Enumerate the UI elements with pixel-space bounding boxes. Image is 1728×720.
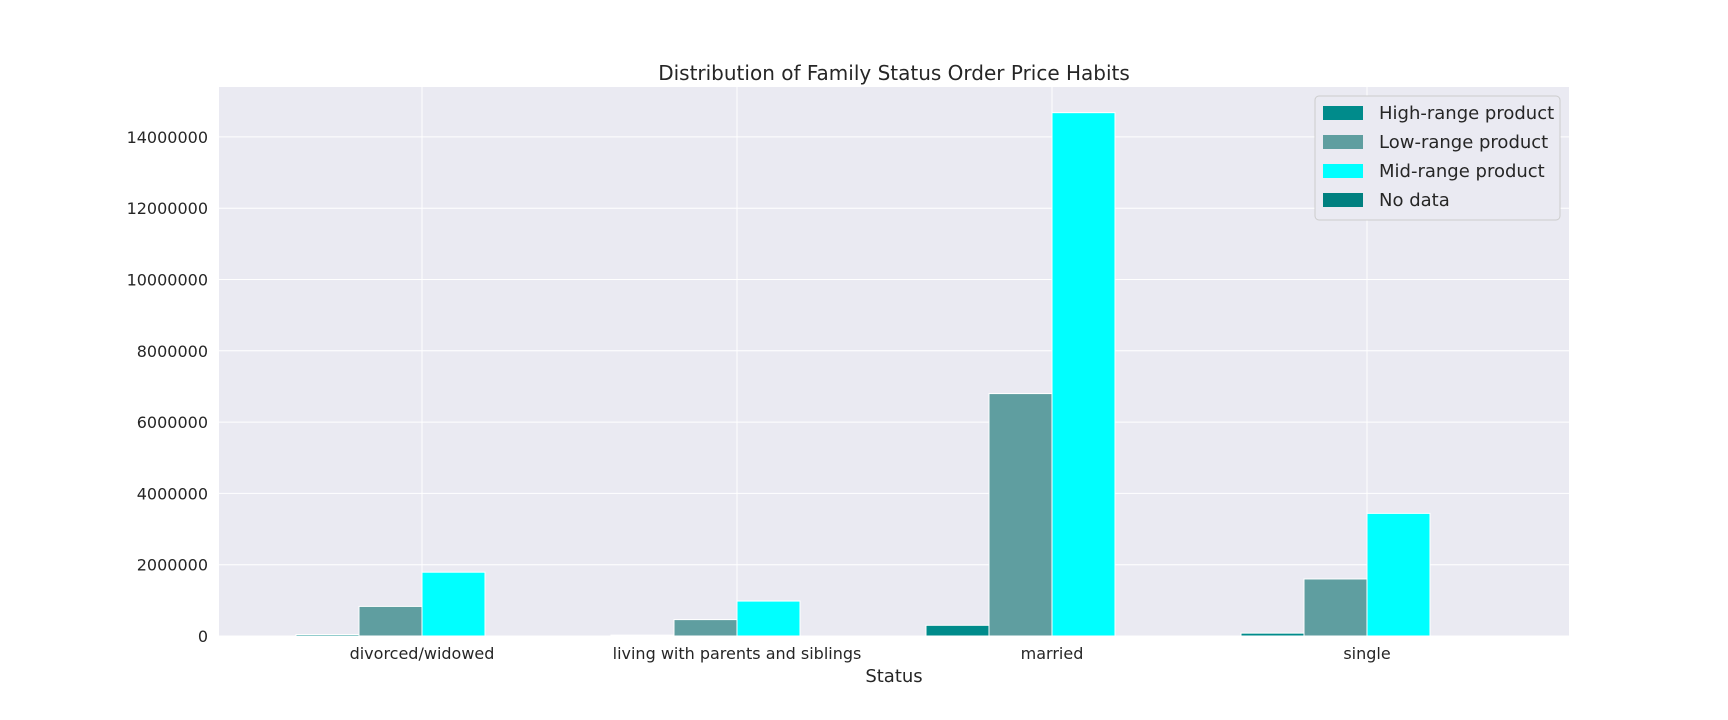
y-tick-label: 6000000 xyxy=(137,413,208,432)
bar xyxy=(736,600,801,637)
legend-swatch xyxy=(1323,193,1363,207)
bar xyxy=(1303,578,1368,637)
y-tick-label: 0 xyxy=(198,627,208,646)
bar xyxy=(1240,632,1305,637)
bar xyxy=(673,619,738,637)
x-tick-label: divorced/widowed xyxy=(350,644,495,663)
legend-item: Mid-range product xyxy=(1323,161,1545,182)
legend-swatch xyxy=(1323,135,1363,149)
legend-box xyxy=(1314,95,1561,221)
legend-swatch xyxy=(1323,164,1363,178)
legend-label: No data xyxy=(1379,190,1450,211)
y-tick-label: 8000000 xyxy=(137,342,208,361)
x-tick-label: married xyxy=(1021,644,1084,663)
y-tick-label: 4000000 xyxy=(137,484,208,503)
x-tick-label: single xyxy=(1343,644,1390,663)
legend-item: Low-range product xyxy=(1323,132,1548,153)
y-tick-label: 2000000 xyxy=(137,556,208,575)
y-axis: 0 2000000 4000000 6000000 8000000 10000000 120… xyxy=(127,128,208,646)
x-axis: divorced/widowed living with parents and … xyxy=(350,644,1391,663)
legend-label: High-range product xyxy=(1379,103,1554,124)
bar xyxy=(1366,512,1431,637)
x-axis-label: Status xyxy=(865,666,922,687)
x-tick-label: living with parents and siblings xyxy=(613,644,862,663)
bar xyxy=(1051,112,1116,637)
legend-item: No data xyxy=(1323,190,1450,211)
bar xyxy=(988,393,1053,637)
y-tick-label: 12000000 xyxy=(127,199,208,218)
chart-title: Distribution of Family Status Order Pric… xyxy=(658,61,1130,85)
bars xyxy=(295,112,1431,637)
legend-label: Low-range product xyxy=(1379,132,1548,153)
bar xyxy=(925,624,990,637)
legend-label: Mid-range product xyxy=(1379,161,1545,182)
bar xyxy=(421,571,486,637)
y-tick-label: 14000000 xyxy=(127,128,208,147)
bar xyxy=(295,634,360,637)
legend: High-range product Low-range product Mid… xyxy=(1314,95,1561,221)
legend-item: High-range product xyxy=(1323,103,1554,124)
y-tick-label: 10000000 xyxy=(127,271,208,290)
bar xyxy=(610,634,675,637)
legend-swatch xyxy=(1323,106,1363,120)
bar xyxy=(358,605,423,637)
